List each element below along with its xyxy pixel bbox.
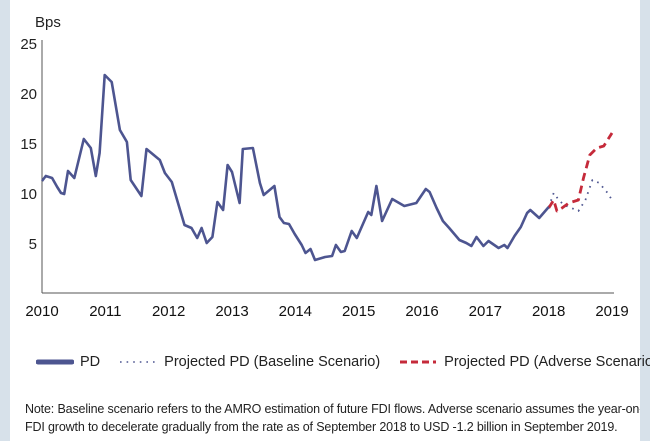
x-tick-label: 2015	[342, 303, 375, 320]
legend-item-adverse: Projected PD (Adverse Scenario)	[398, 354, 650, 370]
x-tick-label: 2013	[215, 303, 248, 320]
y-tick-labels: 5 10 15 20 25	[20, 36, 37, 253]
legend-item-pd: PD	[36, 354, 100, 370]
y-tick-label: 25	[20, 36, 37, 53]
legend-swatch-dashed	[400, 360, 437, 364]
series-line-dashed	[547, 132, 614, 213]
x-tick-label: 2018	[532, 303, 565, 320]
note-line-1: Note: Baseline scenario refers to the AM…	[25, 402, 640, 416]
x-tick-label: 2019	[595, 303, 628, 320]
legend-label-baseline: Projected PD (Baseline Scenario)	[164, 354, 381, 370]
x-tick-label: 2017	[469, 303, 502, 320]
legend-item-baseline: Projected PD (Baseline Scenario)	[118, 354, 380, 370]
note-line-2: FDI growth to decelerate gradually from …	[25, 420, 618, 434]
y-tick-label: 15	[20, 136, 37, 153]
x-tick-label: 2011	[89, 303, 121, 320]
x-tick-label: 2014	[279, 303, 312, 320]
x-tick-label: 2012	[152, 303, 185, 320]
legend-label-adverse: Projected PD (Adverse Scenario)	[444, 354, 650, 370]
y-tick-label: 10	[20, 186, 37, 203]
legend-label-pd: PD	[80, 354, 101, 370]
x-tick-label: 2016	[405, 303, 438, 320]
left-frame-strip	[0, 0, 10, 441]
legend-swatch-solid	[36, 359, 74, 365]
chart-note: Note: Baseline scenario refers to the AM…	[25, 400, 640, 436]
right-frame-strip	[640, 0, 650, 441]
series-line-dotted	[547, 179, 613, 212]
y-tick-label: 20	[20, 86, 37, 103]
x-tick-label: 2010	[25, 303, 58, 320]
legend: PD Projected PD (Baseline Scenario) Proj…	[36, 350, 650, 374]
x-tick-labels: 2010 2011 2012 2013 2014 2015 2016 2017 2018 2019	[25, 303, 628, 320]
y-tick-label: 5	[29, 236, 37, 253]
series-line-solid	[40, 73, 550, 262]
y-axis-label: Bps	[35, 14, 61, 31]
series-group	[40, 73, 614, 262]
legend-swatch-dotted	[120, 361, 157, 363]
